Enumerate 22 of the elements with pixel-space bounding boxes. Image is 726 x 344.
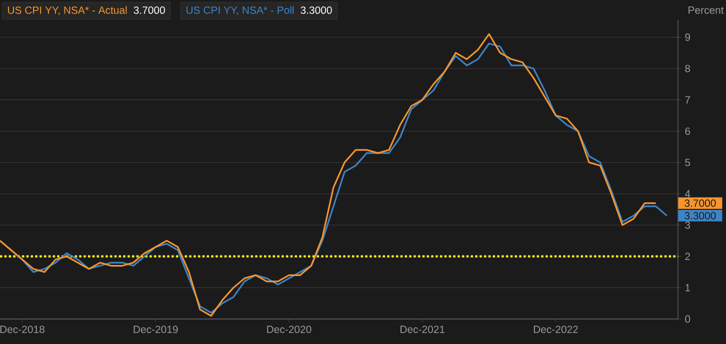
x-tick-label: Dec-2021 <box>400 326 445 334</box>
text: US CPI YY, NSA* - Actual <box>8 6 127 16</box>
y-tick-label: 8 <box>685 64 690 72</box>
y-tick-label: 3 <box>685 221 690 229</box>
y-tick-label: 0 <box>685 315 690 323</box>
x-tick-label: Dec-2022 <box>534 326 578 334</box>
x-tick-label: Dec-2018 <box>0 326 44 334</box>
y-axis-title: Percent <box>688 6 724 14</box>
x-tick-label: Dec-2020 <box>267 326 312 334</box>
x-tick-label: Dec-2019 <box>134 326 178 334</box>
text: US CPI YY, NSA* - Poll <box>186 6 294 16</box>
y-tick-label: 9 <box>685 34 690 41</box>
y-tick-label: 5 <box>685 158 690 166</box>
text: 3.3000 <box>684 212 716 220</box>
y-tick-label: 2 <box>685 252 690 260</box>
y-tick-label: 7 <box>685 96 690 104</box>
y-tick-label: 4 <box>684 190 690 198</box>
text: 3.7000 <box>684 199 716 207</box>
text: 3.7000 <box>134 6 165 14</box>
y-tick-label: 1 <box>685 284 690 292</box>
text: 3.3000 <box>300 6 332 14</box>
y-tick-label: 6 <box>685 127 690 135</box>
